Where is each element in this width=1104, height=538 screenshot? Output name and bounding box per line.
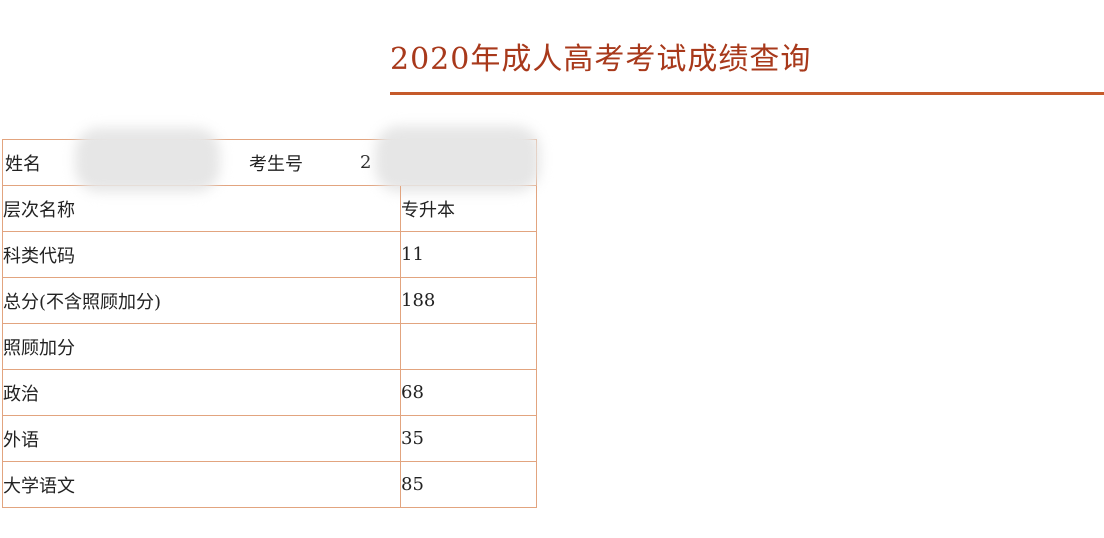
row-value: 35 xyxy=(401,428,424,449)
row-value: 85 xyxy=(401,474,424,495)
table-row: 层次名称 专升本 xyxy=(2,186,537,232)
row-label: 总分(不含照顾加分) xyxy=(3,278,401,323)
row-value: 专升本 xyxy=(401,199,455,221)
score-table: 姓名 考生号 2 层次名称 专升本 科类代码 11 总分(不含照顾加分) 188 照顾加分政… xyxy=(2,126,540,508)
table-row: 外语 35 xyxy=(2,416,537,462)
table-row: 总分(不含照顾加分) 188 xyxy=(2,278,537,324)
row-label: 外语 xyxy=(3,416,401,461)
row-value: 68 xyxy=(401,382,424,403)
name-label: 姓名 xyxy=(5,153,41,175)
header-row: 姓名 考生号 2 xyxy=(2,126,540,192)
table-row: 大学语文 85 xyxy=(2,462,537,508)
table-row: 科类代码 11 xyxy=(2,232,537,278)
page-title: 2020年成人高考考试成绩查询 xyxy=(390,42,812,77)
table-row: 照顾加分 xyxy=(2,324,537,370)
exam-no-label: 考生号 xyxy=(249,153,303,175)
row-value: 188 xyxy=(401,290,436,311)
row-label: 科类代码 xyxy=(3,232,401,277)
row-label: 政治 xyxy=(3,370,401,415)
redacted-name xyxy=(75,128,220,192)
table-row: 政治 68 xyxy=(2,370,537,416)
exam-no-prefix: 2 xyxy=(360,152,372,173)
title-underline xyxy=(390,92,1104,95)
row-label: 大学语文 xyxy=(3,462,401,507)
row-label: 照顾加分 xyxy=(3,324,401,369)
redacted-exam-no xyxy=(375,126,540,192)
row-label: 层次名称 xyxy=(3,186,401,231)
row-value: 11 xyxy=(401,244,424,265)
